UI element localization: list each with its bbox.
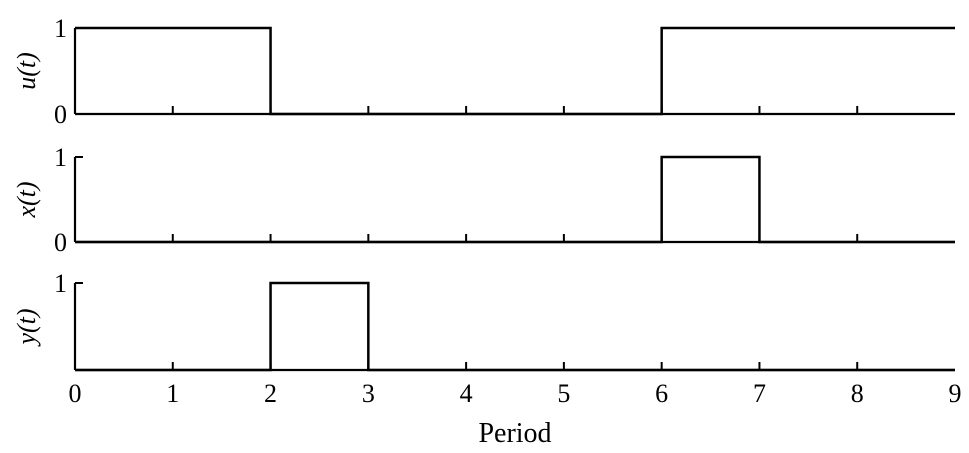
x-tick-label: 4 bbox=[460, 379, 473, 408]
y-tick-label: 1 bbox=[54, 14, 67, 43]
y-axis-label: y(t) bbox=[12, 308, 41, 347]
x-tick-label: 9 bbox=[949, 379, 962, 408]
x-tick-label: 1 bbox=[166, 379, 179, 408]
x-axis-label: Period bbox=[478, 418, 551, 449]
y-tick-label: 0 bbox=[54, 100, 67, 129]
panel-1: 0 1 u(t) bbox=[12, 14, 955, 129]
x-tick-label: 8 bbox=[851, 379, 864, 408]
signal-line bbox=[75, 155, 955, 244]
signal-line bbox=[75, 26, 955, 116]
y-tick-label: 0 bbox=[54, 228, 67, 257]
x-tick-label: 2 bbox=[264, 379, 277, 408]
x-tick-label: 7 bbox=[753, 379, 766, 408]
panel-3: 1 y(t) 0 1 2 3 4 5 6 7 8 9 Period bbox=[12, 269, 962, 449]
y-tick-label: 1 bbox=[54, 269, 67, 298]
panels: 0 1 u(t) 0 1 x(t) 1 y(t) 0 1 2 3 4 5 6 7 8 9 Period bbox=[12, 14, 962, 449]
panel-2: 0 1 x(t) bbox=[12, 143, 955, 257]
y-axis-label: u(t) bbox=[12, 52, 41, 90]
x-tick-label: 3 bbox=[362, 379, 375, 408]
signal-line bbox=[75, 281, 955, 372]
y-tick-label: 1 bbox=[54, 143, 67, 172]
x-tick-label: 6 bbox=[655, 379, 668, 408]
x-tick-label: 5 bbox=[557, 379, 570, 408]
x-tick-label: 0 bbox=[69, 379, 82, 408]
y-axis-label: x(t) bbox=[12, 181, 41, 218]
